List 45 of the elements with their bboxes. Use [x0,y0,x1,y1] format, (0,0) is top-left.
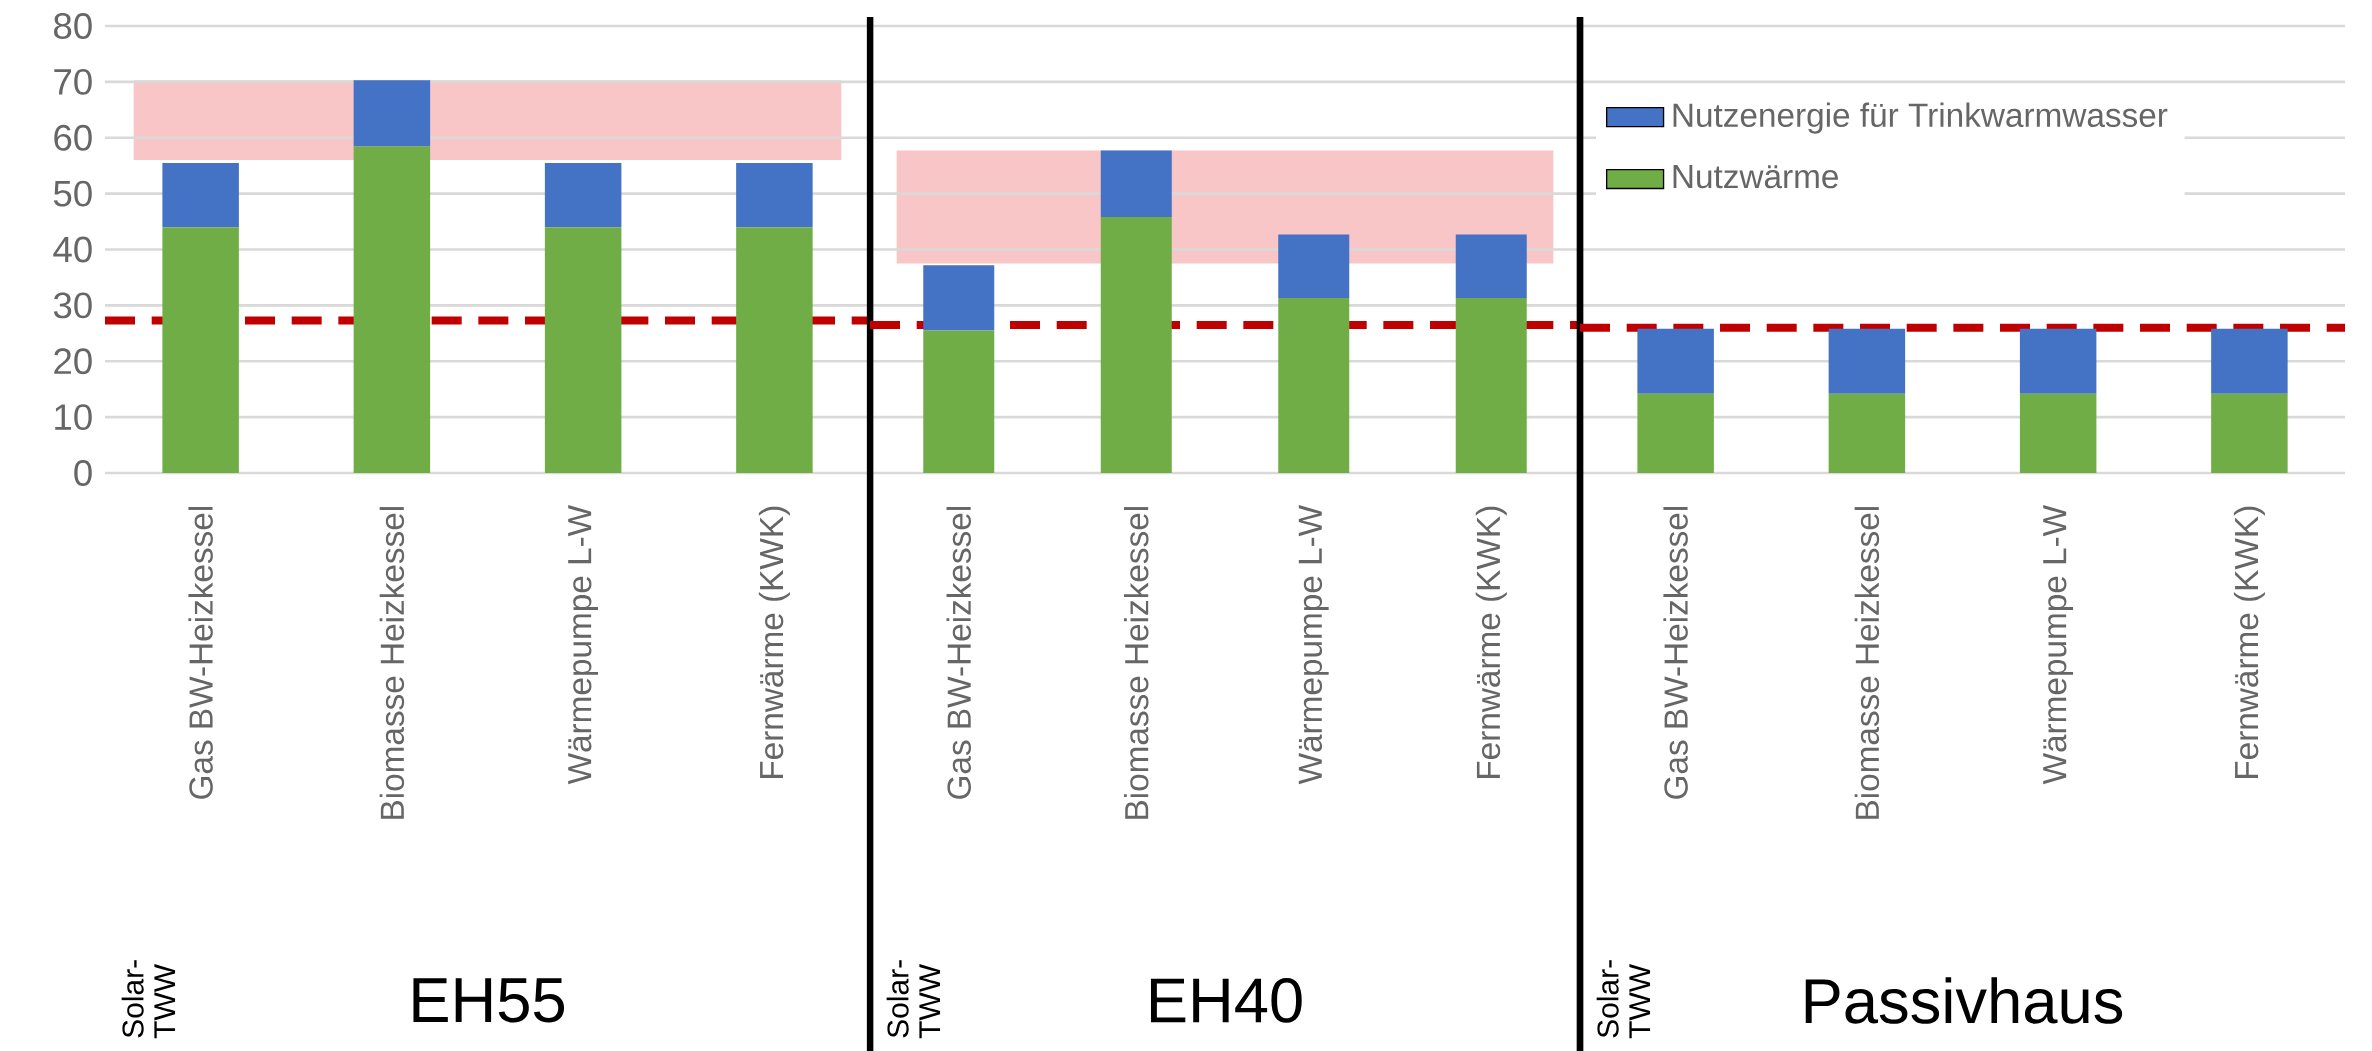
bar [1278,234,1350,299]
y-tick-label: 70 [54,68,92,95]
x-tick-label: Biomasse Heizkessel [379,507,405,819]
bar [736,227,813,473]
bar [162,162,239,228]
bar [923,330,995,473]
bar [1455,234,1527,299]
bar [1455,298,1527,473]
x-tick-label: Gas BW-Heizkessel [946,507,971,799]
x-tick-label: Wärmepumpe L-W [568,504,599,785]
y-tick-label: 0 [74,460,92,486]
bar [736,162,813,228]
bar [544,227,622,473]
text: Solar-TWW [121,960,176,1039]
x-tick-label: Wärmepumpe L-W [1298,504,1329,785]
bar [1278,298,1350,473]
y-tick-label: 60 [54,124,92,151]
text: Solar-TWW [1596,960,1651,1039]
x-tick-label: Fernwärme (KWK) [758,506,790,778]
bar [1100,217,1172,473]
x-tick-label: Biomasse Heizkessel [1124,507,1149,819]
y-tick-label: 80 [54,13,92,39]
x-tick-label: Gas BW-Heizkessel [1663,507,1688,799]
x-tick-label: Fernwärme (KWK) [2233,506,2265,778]
bar [1100,150,1172,218]
x-tick-label: Biomasse Heizkessel [1854,507,1880,819]
x-axis-title: Passivhaus [1805,977,2123,1024]
x-axis-title: EH40 [1150,978,1302,1023]
bar [353,146,431,473]
bar [353,80,431,147]
bar [544,162,622,228]
x-tick-label: Gas BW-Heizkessel [188,507,213,799]
x-tick-label: Fernwärme (KWK) [1475,506,1507,778]
y-tick-label: 10 [55,404,92,431]
bar [162,227,239,473]
bar [923,265,995,331]
legend-label: Nutzwärme [1673,165,1838,189]
legend-label: Nutzenergie für Trinkwarmwasser [1673,102,2168,134]
text: Solar-TWW [886,960,941,1039]
y-tick-label: 50 [53,180,92,207]
y-tick-label: 20 [54,348,92,375]
y-tick-label: 40 [53,236,92,263]
y-tick-label: 30 [53,292,92,319]
x-tick-label: Wärmepumpe L-W [2043,504,2074,785]
x-axis-title: EH55 [413,978,565,1023]
